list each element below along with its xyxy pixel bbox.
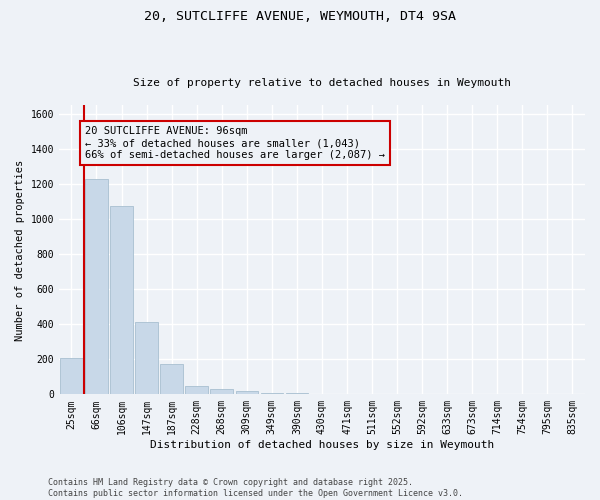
X-axis label: Distribution of detached houses by size in Weymouth: Distribution of detached houses by size … [150, 440, 494, 450]
Text: 20, SUTCLIFFE AVENUE, WEYMOUTH, DT4 9SA: 20, SUTCLIFFE AVENUE, WEYMOUTH, DT4 9SA [144, 10, 456, 23]
Bar [110, 206, 133, 394]
Title: Size of property relative to detached houses in Weymouth: Size of property relative to detached ho… [133, 78, 511, 88]
Text: 20 SUTCLIFFE AVENUE: 96sqm
← 33% of detached houses are smaller (1,043)
66% of s: 20 SUTCLIFFE AVENUE: 96sqm ← 33% of deta… [85, 126, 385, 160]
Bar [85, 179, 108, 394]
Bar [60, 358, 83, 394]
Bar [185, 386, 208, 394]
Bar [211, 389, 233, 394]
Bar [160, 364, 183, 394]
Bar [260, 392, 283, 394]
Bar [136, 322, 158, 394]
Text: Contains HM Land Registry data © Crown copyright and database right 2025.
Contai: Contains HM Land Registry data © Crown c… [48, 478, 463, 498]
Y-axis label: Number of detached properties: Number of detached properties [15, 160, 25, 340]
Bar [236, 391, 258, 394]
